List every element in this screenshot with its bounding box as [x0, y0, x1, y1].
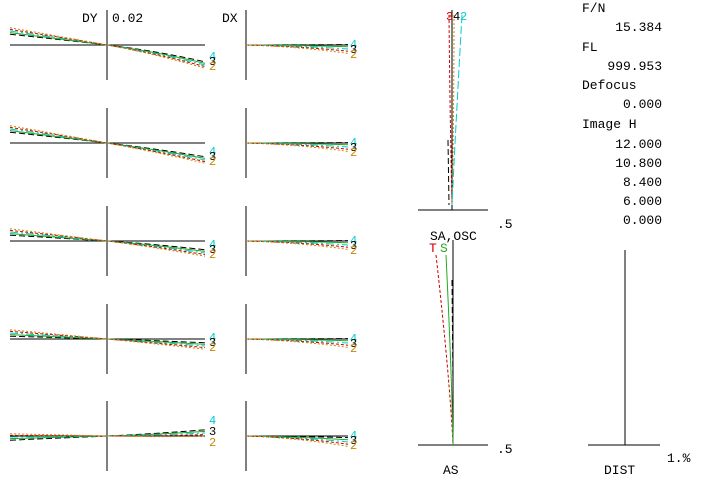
curve-label: 2	[209, 341, 216, 355]
curve	[451, 14, 463, 206]
curve	[245, 240, 349, 248]
curve-label: 2	[350, 439, 357, 453]
curve	[448, 14, 453, 206]
curve-label: 2	[350, 342, 357, 356]
curve	[447, 139, 450, 206]
dx-label: DX	[222, 11, 238, 26]
curve	[245, 435, 349, 447]
curve-label: 3	[209, 425, 216, 439]
curve-label: 3	[350, 337, 357, 351]
curve	[9, 131, 206, 158]
curve-label: 4	[350, 234, 357, 248]
curve	[245, 142, 349, 152]
s-label: S	[440, 241, 448, 256]
curve	[245, 338, 349, 348]
curve	[9, 28, 206, 68]
curve	[9, 30, 206, 66]
curve-label: 2	[350, 244, 357, 258]
fl-label: FL	[582, 40, 598, 55]
defocus-value: 0.000	[623, 97, 662, 112]
curve	[9, 126, 206, 163]
curve	[9, 329, 206, 350]
curve-label: 3	[209, 336, 216, 350]
defocus-label: Defocus	[582, 78, 637, 93]
curve	[9, 125, 206, 164]
curve-label: 3	[209, 55, 216, 69]
curve-label: 4	[209, 50, 216, 64]
curve-label: 4	[350, 332, 357, 346]
curve-label: 2	[209, 248, 216, 262]
curve	[9, 429, 206, 441]
curve-label: 2	[209, 60, 216, 74]
curve	[9, 234, 206, 251]
sa-title: SA,OSC	[430, 229, 477, 244]
curve-label: 2	[350, 48, 357, 62]
dy-label: DY	[82, 11, 98, 26]
curve	[245, 435, 349, 445]
astig-scale: .5	[497, 217, 513, 232]
sa-scale: .5	[497, 442, 513, 457]
curve-label: 2	[209, 436, 216, 450]
curve	[435, 254, 454, 446]
t-label: T	[429, 241, 437, 256]
image-h-label: Image H	[582, 117, 637, 132]
curve-label: 3	[350, 434, 357, 448]
curve-label: 2	[460, 10, 467, 24]
curve	[9, 335, 206, 344]
image-h-value: 6.000	[623, 194, 662, 209]
curve-label: 4	[209, 238, 216, 252]
curve-label: 4	[350, 429, 357, 443]
curve-label: 3	[350, 43, 357, 57]
curve-label: 4	[209, 145, 216, 159]
curve	[451, 14, 455, 206]
curve-label: 3	[446, 10, 453, 24]
curve-label: 4	[453, 10, 460, 24]
curve	[245, 338, 349, 346]
curve	[9, 433, 206, 438]
curve	[245, 44, 349, 52]
curve	[245, 240, 349, 250]
curve-label: 4	[350, 136, 357, 150]
curve-label: 3	[209, 243, 216, 257]
dy-scale: 0.02	[112, 11, 143, 26]
curve	[9, 33, 206, 63]
dist-label: DIST	[604, 463, 635, 478]
curve-label: 4	[350, 38, 357, 52]
image-h-value: 0.000	[623, 213, 662, 228]
curve	[245, 142, 349, 150]
curve	[9, 228, 206, 257]
curve-label: 3	[350, 239, 357, 253]
curve-label: 2	[209, 155, 216, 169]
curve-label: 3	[350, 141, 357, 155]
image-h-value: 8.400	[623, 175, 662, 190]
fn-label: F/N	[582, 1, 605, 16]
curve	[9, 27, 206, 69]
curve-label: 4	[209, 331, 216, 345]
curve	[245, 44, 349, 54]
image-h-value: 12.000	[615, 137, 662, 152]
curve-label: 3	[209, 150, 216, 164]
curve	[445, 254, 454, 446]
curve-label: 2	[350, 146, 357, 160]
image-h-value: 10.800	[615, 156, 662, 171]
curve	[9, 128, 206, 161]
sa-label: AS	[443, 463, 459, 478]
fl-value: 999.953	[607, 59, 662, 74]
dist-scale: 1.%	[667, 451, 691, 466]
curve-label: 4	[209, 414, 216, 428]
fn-value: 15.384	[615, 20, 662, 35]
